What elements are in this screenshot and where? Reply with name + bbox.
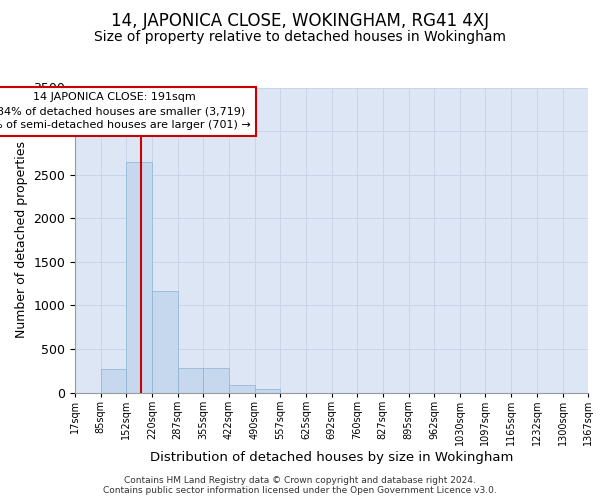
Bar (127, 162, 152, 392)
Text: Contains HM Land Registry data © Crown copyright and database right 2024.
Contai: Contains HM Land Registry data © Crown c… (103, 476, 497, 495)
Text: 14 JAPONICA CLOSE: 191sqm
← 84% of detached houses are smaller (3,719)
16% of se: 14 JAPONICA CLOSE: 191sqm ← 84% of detac… (0, 92, 251, 130)
Text: Size of property relative to detached houses in Wokingham: Size of property relative to detached ho… (94, 30, 506, 44)
Bar (255, 389, 280, 392)
X-axis label: Distribution of detached houses by size in Wokingham: Distribution of detached houses by size … (150, 450, 513, 464)
Bar (229, 384, 255, 392)
Bar (152, 292, 178, 392)
Bar (203, 368, 229, 392)
Text: 14, JAPONICA CLOSE, WOKINGHAM, RG41 4XJ: 14, JAPONICA CLOSE, WOKINGHAM, RG41 4XJ (111, 12, 489, 30)
Y-axis label: Number of detached properties: Number of detached properties (15, 142, 28, 338)
Bar (178, 368, 203, 392)
Bar (101, 369, 127, 392)
